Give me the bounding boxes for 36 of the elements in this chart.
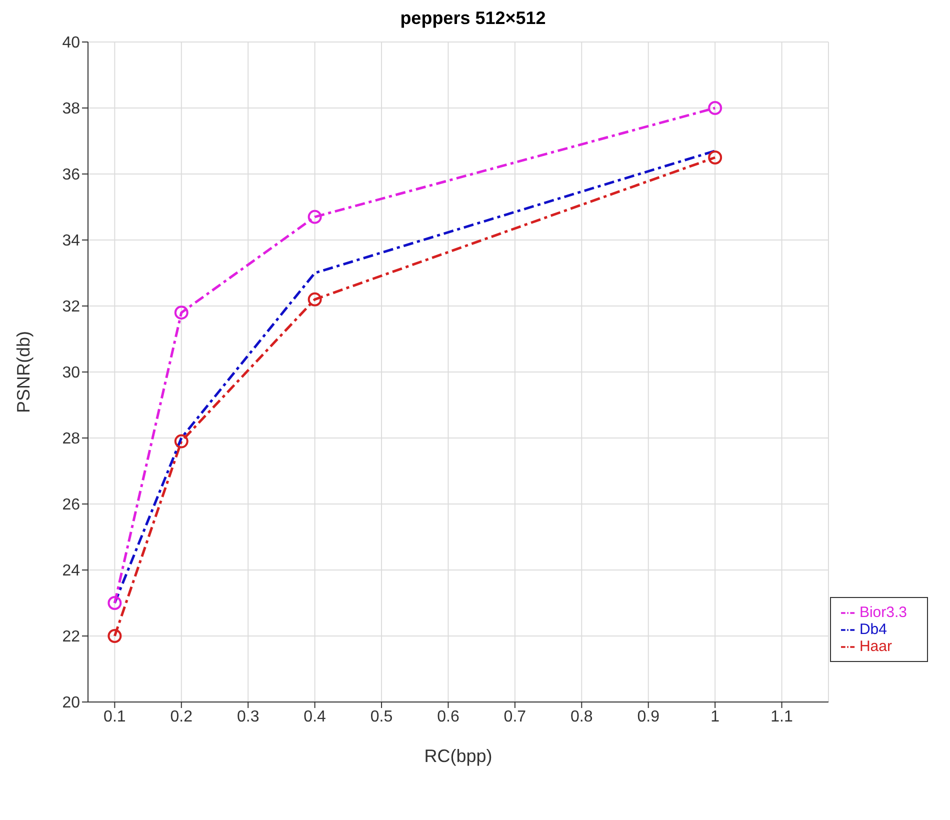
x-tick-label: 0.9 (637, 708, 660, 726)
y-axis-title: PSNR(db) (13, 330, 34, 414)
y-tick-label: 36 (62, 166, 80, 184)
point (308, 292, 322, 306)
y-tick-label: 38 (62, 100, 80, 118)
legend-label: Db4 (859, 621, 887, 638)
point (308, 210, 322, 224)
x-tick-label: 0.1 (104, 708, 126, 726)
point (108, 596, 122, 610)
chart-title: peppers 512×512 (399, 8, 547, 30)
legend-label: Haar (859, 638, 892, 655)
legend-label: Bior3.3 (859, 604, 907, 621)
x-tick-label: 1 (710, 708, 720, 726)
y-tick-label: 32 (62, 298, 80, 316)
point (174, 434, 188, 448)
x-tick-label: 0.2 (170, 708, 193, 726)
y-tick-label: 26 (62, 496, 80, 514)
y-tick-label: 28 (62, 430, 80, 448)
point (708, 101, 722, 115)
x-tick-label: 0.8 (570, 708, 593, 726)
y-tick-label: 22 (62, 628, 80, 646)
x-tick-label: 0.7 (504, 708, 526, 726)
y-tick-label: 24 (62, 562, 80, 580)
x-tick-label: 0.4 (304, 708, 326, 726)
point (108, 629, 122, 643)
y-tick-label: 40 (62, 34, 80, 52)
y-tick-label: 34 (62, 232, 80, 250)
x-axis-title: RC(bpp) (424, 746, 492, 766)
x-tick-label: 0.3 (236, 708, 260, 726)
x-tick-label: 0.6 (437, 708, 460, 726)
y-tick-label: 30 (62, 364, 80, 382)
point (174, 306, 188, 320)
y-tick-label: 20 (62, 694, 80, 712)
x-tick-label: 1.1 (770, 708, 793, 726)
point (708, 150, 722, 164)
x-tick-label: 0.5 (370, 708, 393, 726)
